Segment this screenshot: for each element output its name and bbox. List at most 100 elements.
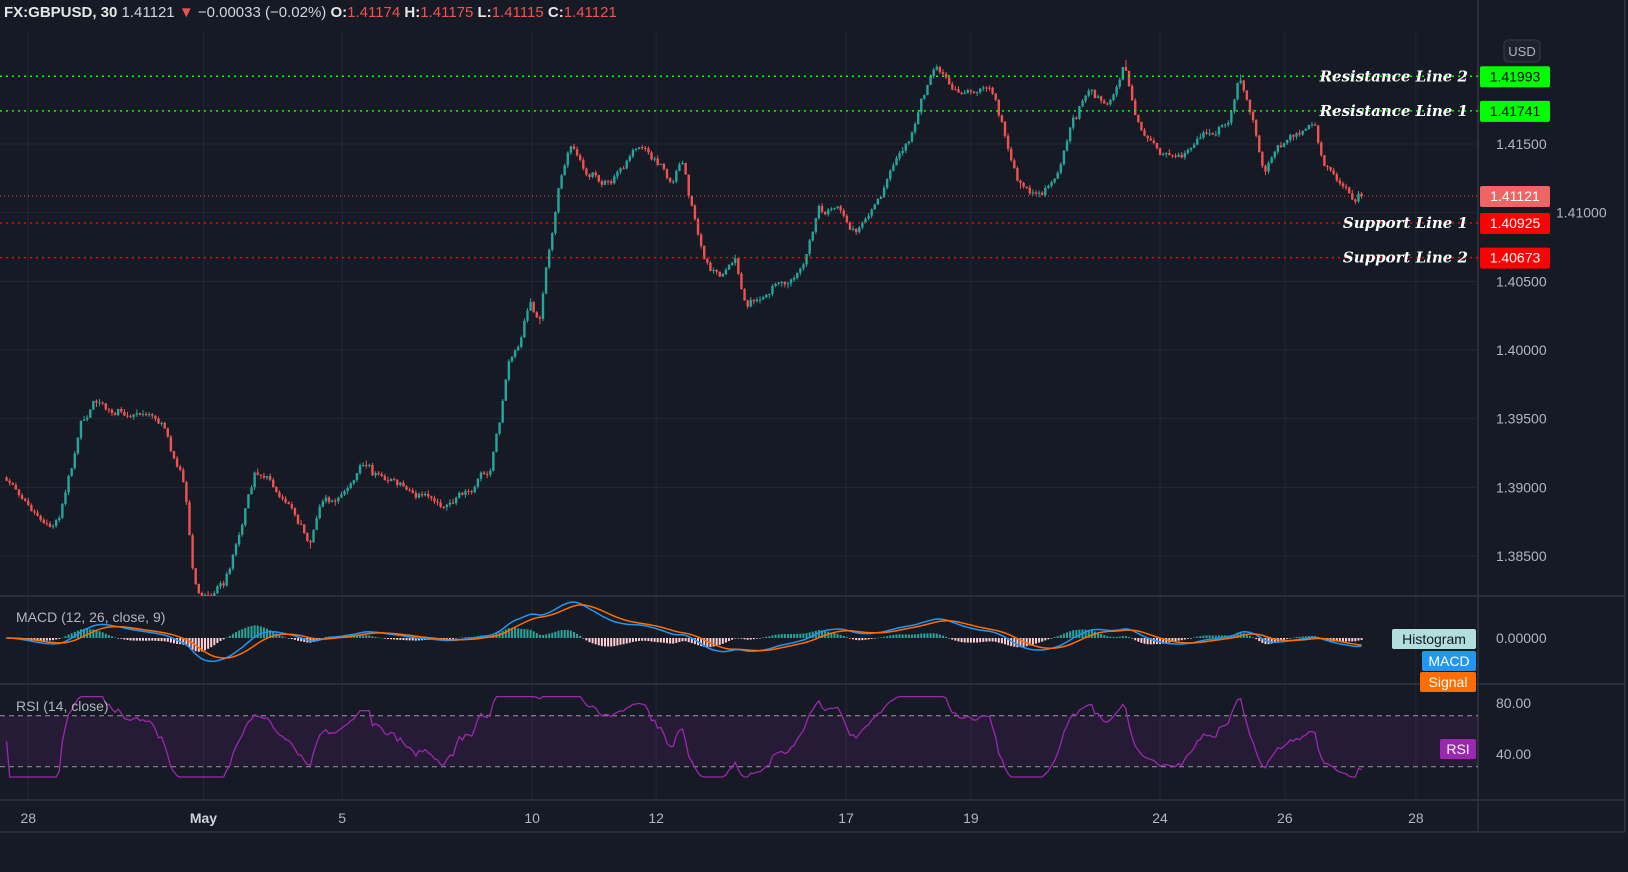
candle-down [665,169,669,179]
candle-up [616,171,619,177]
histogram-bar [1199,636,1202,638]
histogram-bar [1345,638,1348,642]
histogram-bar [768,636,771,638]
histogram-bar [417,638,420,641]
candle-up [544,267,548,294]
histogram-bar [1217,635,1220,638]
candle-down [151,414,154,416]
histogram-bar [1100,633,1103,638]
histogram-bar [287,638,290,639]
histogram-bar [244,627,247,638]
grid-lines [0,30,1478,800]
candle-down [644,147,647,149]
candle-down [1075,117,1078,119]
price-tag-support [1480,212,1550,234]
candle-up [1044,188,1047,196]
candle-down [1258,135,1261,153]
histogram-bar [154,638,157,641]
histogram-bar [604,638,606,647]
candle-down [396,479,399,486]
candle-up [1047,185,1050,189]
currency-button-bg [1503,39,1541,63]
candle-down [1146,135,1149,139]
candle-up [672,181,675,183]
candle-down [1130,86,1134,101]
histogram-bar [61,637,64,639]
histogram-bar [250,625,253,638]
candle-up [808,240,811,255]
histogram-bar [1245,634,1248,638]
candle-up [92,400,95,410]
histogram-bar [1183,638,1186,640]
histogram-bar [929,633,932,638]
candle-up [1112,94,1115,101]
candle-down [1106,103,1109,105]
candle-up [1276,145,1280,152]
histogram-bar [752,638,755,640]
candle-up [870,209,873,216]
histogram-bar [585,638,588,641]
histogram-bar [1279,638,1282,641]
candle-down [268,476,272,480]
time-axis-tick: 10 [524,810,540,826]
candle-down [994,93,997,100]
candle-down [110,409,114,413]
candle-up [1295,133,1298,137]
macd-title: MACD (12, 26, close, 9) [16,609,165,625]
histogram-bar [811,631,814,638]
candle-up [82,419,86,421]
histogram-bar [470,636,473,638]
histogram-bar [1174,638,1177,642]
histogram-bar [1019,638,1022,648]
histogram-bar [1255,638,1258,640]
histogram-bar [1283,638,1286,640]
time-axis-tick: 26 [1277,810,1293,826]
histogram-bar [222,638,225,640]
candle-up [73,453,76,469]
histogram-bar [858,638,861,641]
candle-down [178,466,182,470]
histogram-bar [1053,637,1056,638]
histogram-bar [982,638,985,642]
histogram-bar [817,630,820,638]
open-label: O: [330,4,348,21]
candle-down [532,302,535,313]
histogram-bar [777,634,780,638]
currency-button[interactable]: USD [1503,39,1541,63]
histogram-bar [452,638,455,639]
candle-down [585,168,588,175]
candle-up [892,165,895,171]
candle-down [256,472,259,475]
candle-up [591,172,594,177]
symbol-label[interactable]: FX:GBPUSD, 30 [4,4,118,21]
histogram-bar [1004,638,1006,645]
candle-down [783,281,787,285]
candle-up [135,413,138,415]
histogram-bar [126,638,129,641]
candle-up [244,508,247,525]
candle-up [1236,82,1239,100]
candle-up [389,478,393,482]
candle-up [58,517,61,521]
candle-up [1118,79,1121,87]
price-tag-resistance [1480,100,1550,122]
candle-up [975,92,979,94]
histogram-bar [1171,638,1174,642]
candle-up [805,254,808,265]
histogram-bar [132,638,135,641]
candle-up [458,492,461,498]
candle-up [1062,150,1066,165]
candle-down [1205,132,1208,134]
candle-up [1220,125,1224,127]
histogram-bar [1044,638,1047,641]
candle-down [365,465,368,467]
candle-up [423,493,427,496]
candle-down [436,501,439,503]
candle-down [281,496,284,499]
histogram-bar [390,638,393,640]
histogram-bar [120,638,123,639]
candle-down [1344,186,1348,188]
histogram-bar [1348,638,1351,642]
